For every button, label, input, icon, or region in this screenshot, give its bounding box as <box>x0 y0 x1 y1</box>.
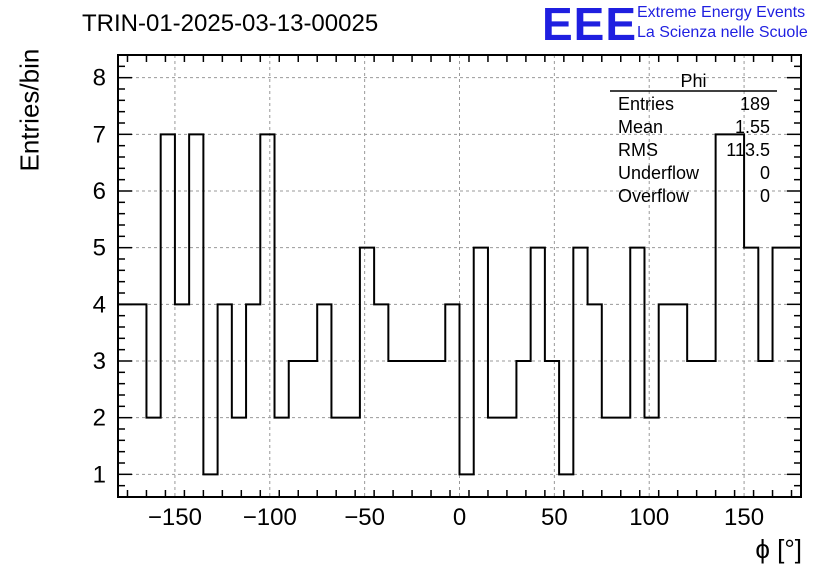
x-tick-label: −50 <box>344 504 385 531</box>
y-tick-label: 2 <box>93 405 106 432</box>
x-tick-label: −100 <box>243 504 297 531</box>
x-tick-label: −150 <box>148 504 202 531</box>
logo-line-1: Extreme Energy Events <box>637 4 806 21</box>
chart-title: TRIN-01-2025-03-13-00025 <box>82 10 379 37</box>
x-tick-label: 150 <box>724 504 764 531</box>
y-tick-label: 8 <box>93 65 106 92</box>
x-tick-label: 100 <box>629 504 669 531</box>
plot-frame <box>117 54 802 498</box>
y-tick-label: 1 <box>93 461 106 488</box>
y-tick-label: 6 <box>93 178 106 205</box>
stats-title: Phi <box>680 71 706 91</box>
stats-value: 0 <box>760 186 770 206</box>
x-tick-label: 50 <box>541 504 568 531</box>
stats-value: 113.5 <box>726 140 770 160</box>
stats-label: Underflow <box>618 163 700 183</box>
eee-logo: EEE <box>542 0 638 50</box>
y-tick-label: 3 <box>93 348 106 375</box>
x-tick-label: 0 <box>453 504 466 531</box>
x-axis-label: ϕ [°] <box>755 534 802 564</box>
y-tick-label: 4 <box>93 291 106 318</box>
y-tick-label: 7 <box>93 121 106 148</box>
stats-label: Mean <box>618 117 663 137</box>
stats-label: RMS <box>618 140 658 160</box>
stats-value: 0 <box>760 163 770 183</box>
stats-value: 189 <box>740 94 770 114</box>
stats-label: Overflow <box>618 186 690 206</box>
stats-label: Entries <box>618 94 674 114</box>
logo-line-2: La Scienza nelle Scuole <box>637 24 808 41</box>
stats-value: 1.55 <box>735 117 770 137</box>
histogram-series <box>118 133 801 476</box>
y-tick-label: 5 <box>93 235 106 262</box>
